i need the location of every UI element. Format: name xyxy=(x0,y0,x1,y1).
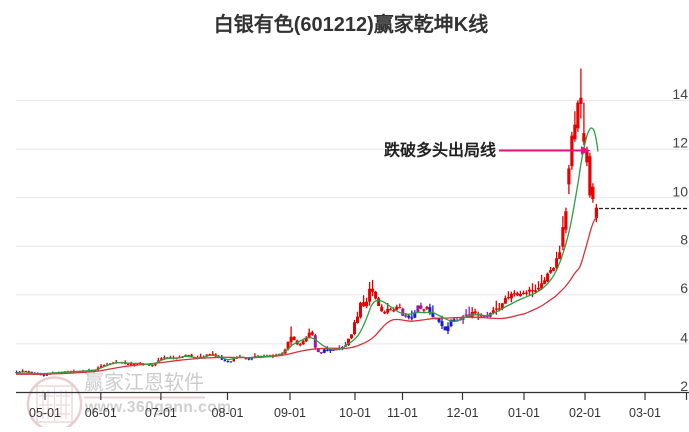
svg-text:10-01: 10-01 xyxy=(339,406,371,420)
svg-text:2: 2 xyxy=(680,378,688,394)
svg-text:03-01: 03-01 xyxy=(629,406,661,420)
svg-text:06-01: 06-01 xyxy=(85,406,117,420)
svg-text:白银有色(601212)赢家乾坤K线: 白银有色(601212)赢家乾坤K线 xyxy=(214,12,489,36)
svg-text:www.360gann.com: www.360gann.com xyxy=(84,399,231,416)
svg-text:01-01: 01-01 xyxy=(508,406,540,420)
svg-text:11-01: 11-01 xyxy=(387,406,418,420)
svg-text:12-01: 12-01 xyxy=(447,406,479,420)
svg-text:02-01: 02-01 xyxy=(569,406,601,420)
svg-text:07-01: 07-01 xyxy=(145,406,177,420)
svg-text:10: 10 xyxy=(672,183,688,199)
svg-text:08-01: 08-01 xyxy=(212,406,244,420)
svg-text:09-01: 09-01 xyxy=(274,406,306,420)
svg-text:跌破多头出局线: 跌破多头出局线 xyxy=(384,141,496,160)
svg-text:4: 4 xyxy=(680,329,688,345)
svg-text:14: 14 xyxy=(672,86,688,102)
svg-text:赢家江恩软件: 赢家江恩软件 xyxy=(84,371,204,394)
svg-text:05-01: 05-01 xyxy=(29,406,61,420)
svg-text:12: 12 xyxy=(672,135,688,151)
svg-text:8: 8 xyxy=(680,232,688,248)
svg-text:6: 6 xyxy=(680,280,688,296)
